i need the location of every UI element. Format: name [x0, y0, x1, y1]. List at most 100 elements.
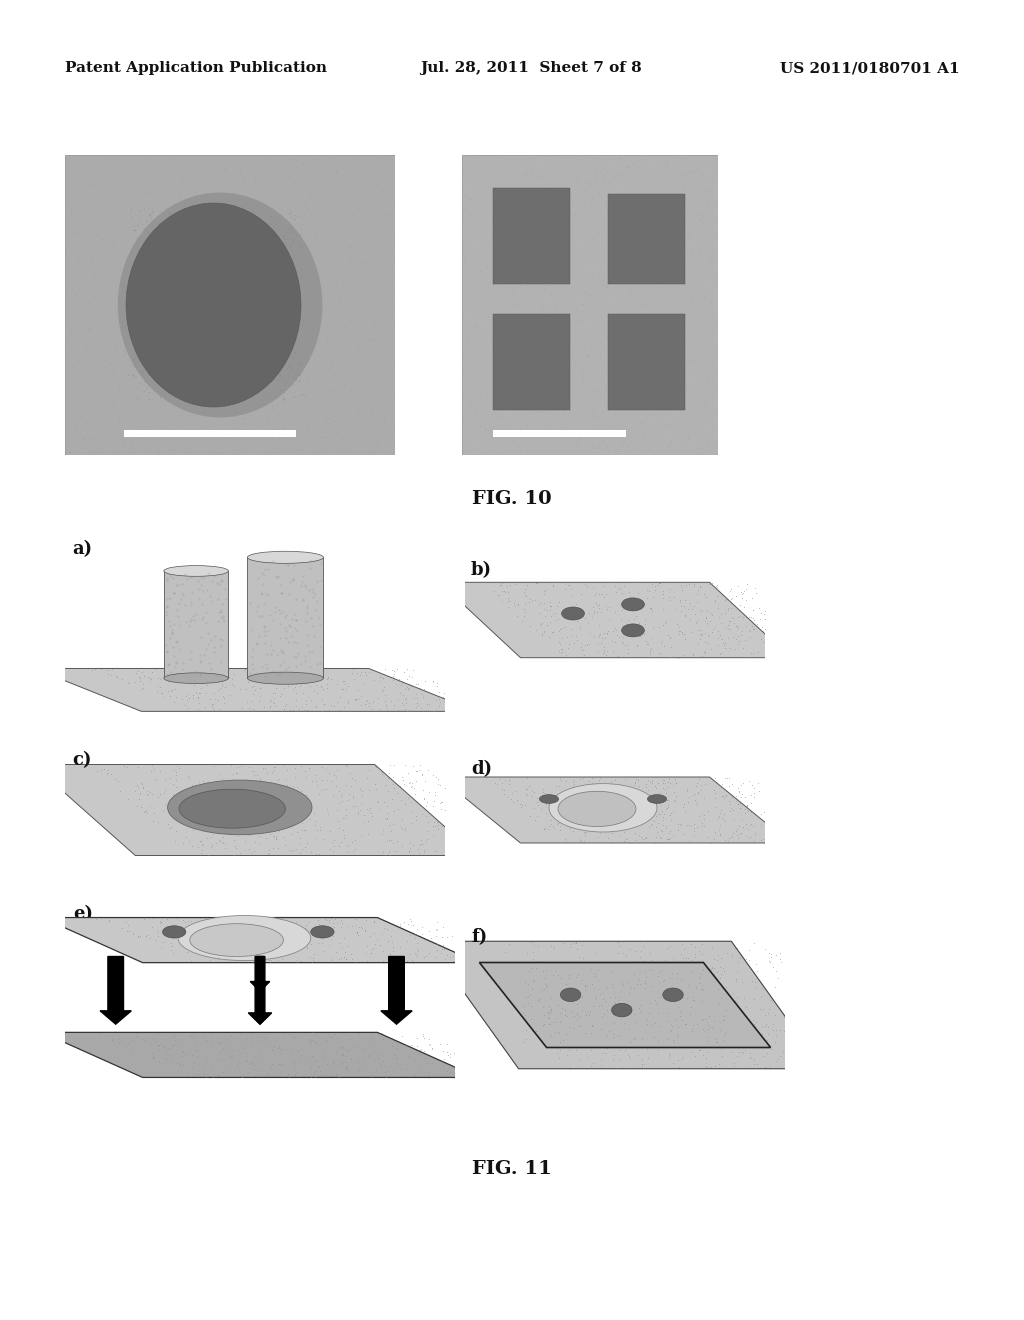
Point [668, 215, 684, 236]
Point [103, 319, 120, 341]
Point [600, 383, 616, 404]
Point [524, 246, 541, 267]
Point [127, 404, 143, 425]
Point [681, 343, 697, 364]
Point [171, 187, 187, 209]
Point [195, 305, 211, 326]
Point [398, 659, 415, 680]
Point [162, 300, 178, 321]
Point [561, 376, 578, 397]
Point [163, 282, 179, 304]
Point [346, 350, 362, 371]
Point [465, 941, 481, 962]
Point [295, 924, 311, 945]
Point [211, 331, 227, 352]
Point [79, 228, 95, 249]
Point [125, 206, 141, 227]
Point [229, 244, 246, 265]
Point [408, 684, 424, 705]
Point [694, 314, 711, 335]
Point [258, 664, 274, 685]
Point [561, 312, 578, 333]
Point [779, 1023, 796, 1044]
Point [465, 378, 481, 399]
Point [541, 352, 557, 374]
Point [213, 768, 229, 789]
Point [642, 367, 658, 388]
Point [611, 825, 628, 846]
Point [297, 275, 313, 296]
Point [517, 259, 534, 280]
Point [105, 422, 122, 444]
Point [706, 985, 722, 1006]
Point [123, 244, 139, 265]
Point [250, 298, 266, 319]
Point [652, 422, 669, 444]
Point [550, 808, 566, 829]
Point [522, 162, 539, 183]
Point [145, 329, 162, 350]
Point [538, 411, 554, 432]
Point [539, 803, 555, 824]
Point [548, 776, 564, 797]
Point [351, 153, 368, 174]
Point [195, 215, 211, 236]
Point [334, 202, 350, 223]
Point [660, 329, 677, 350]
Point [282, 783, 298, 804]
Point [354, 232, 371, 253]
Point [61, 425, 78, 446]
Point [84, 372, 100, 393]
Point [58, 418, 75, 440]
Point [251, 302, 267, 323]
Point [57, 230, 74, 251]
Point [173, 224, 189, 246]
Point [761, 632, 777, 653]
Point [555, 279, 571, 300]
Point [687, 442, 703, 463]
Point [564, 961, 581, 982]
Point [243, 313, 259, 334]
Point [511, 269, 527, 290]
Point [254, 207, 270, 228]
Point [280, 289, 296, 310]
Point [724, 587, 740, 609]
Point [412, 1053, 428, 1074]
Point [240, 441, 256, 462]
Point [524, 941, 541, 962]
Point [589, 309, 605, 330]
Point [709, 385, 725, 407]
Point [225, 331, 242, 352]
Point [620, 968, 636, 989]
Point [318, 777, 335, 799]
Point [312, 1056, 329, 1077]
Point [73, 253, 89, 275]
Point [286, 668, 302, 689]
Point [263, 321, 280, 342]
Point [548, 1011, 564, 1032]
Point [672, 983, 688, 1005]
Point [680, 1002, 696, 1023]
Point [379, 809, 395, 830]
Point [264, 209, 281, 230]
Point [702, 157, 719, 178]
Point [249, 207, 265, 228]
Point [442, 1047, 459, 1068]
Point [295, 352, 311, 374]
Point [245, 321, 261, 342]
Point [542, 388, 558, 409]
Point [524, 172, 541, 193]
Point [100, 664, 117, 685]
Point [350, 348, 367, 370]
Point [515, 308, 531, 329]
Point [703, 310, 720, 331]
Point [482, 334, 499, 355]
Point [464, 392, 480, 413]
Point [81, 298, 97, 319]
Point [165, 226, 181, 247]
Point [676, 644, 692, 665]
Point [567, 981, 584, 1002]
Point [572, 832, 589, 853]
Point [564, 285, 581, 306]
Point [182, 247, 199, 268]
